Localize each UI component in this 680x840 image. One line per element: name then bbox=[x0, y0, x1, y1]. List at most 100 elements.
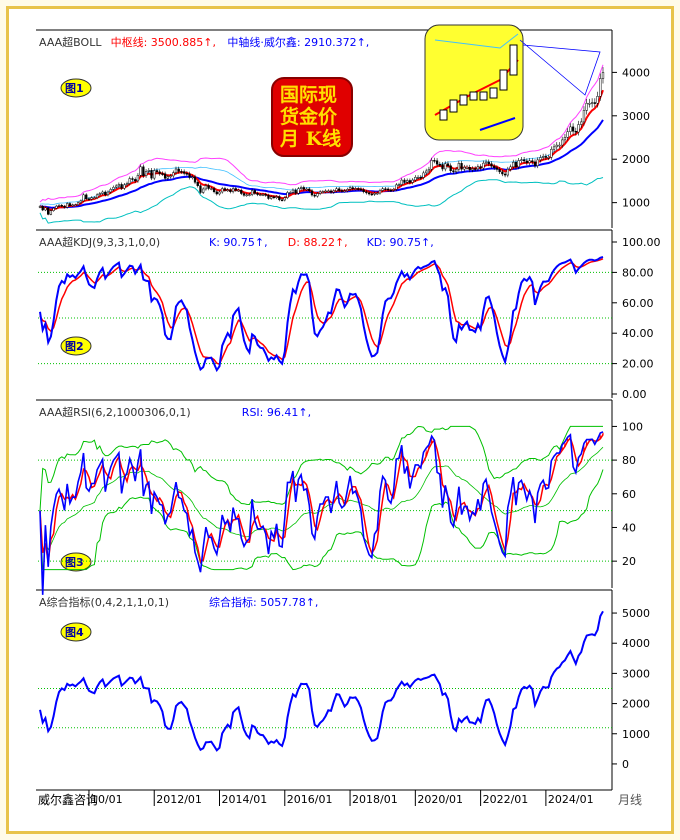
panel-title-boll: AAA超BOLL bbox=[39, 35, 102, 49]
boll-upper-line bbox=[39, 64, 604, 203]
candle bbox=[286, 192, 289, 198]
panel-title-rsi: AAA超RSI(6,2,1000306,0,1) bbox=[39, 405, 191, 419]
candle bbox=[408, 180, 412, 183]
candle bbox=[365, 191, 368, 194]
candle bbox=[509, 166, 512, 170]
candle bbox=[142, 166, 145, 176]
candle bbox=[117, 184, 121, 187]
candle bbox=[471, 168, 474, 171]
candle bbox=[202, 188, 205, 193]
y-tick-label: 40 bbox=[622, 521, 636, 534]
candle bbox=[267, 195, 270, 199]
candle bbox=[95, 194, 99, 198]
candle bbox=[38, 206, 42, 208]
candle bbox=[566, 131, 569, 138]
candle bbox=[542, 156, 545, 158]
candle bbox=[283, 197, 286, 201]
candle bbox=[242, 193, 246, 196]
candle bbox=[158, 171, 161, 174]
candle bbox=[112, 186, 115, 190]
y-tick-label: 0 bbox=[622, 758, 629, 771]
candle bbox=[63, 205, 66, 208]
legend-kdj-2: KD: 90.75↑, bbox=[367, 236, 434, 249]
candle bbox=[435, 160, 439, 165]
candle bbox=[299, 187, 303, 189]
candle bbox=[571, 126, 575, 132]
candle bbox=[539, 157, 542, 161]
candle bbox=[308, 188, 311, 191]
candle bbox=[57, 204, 61, 207]
y-tick-label: 100 bbox=[622, 420, 643, 433]
candle bbox=[425, 170, 428, 174]
candle bbox=[272, 196, 276, 199]
candle bbox=[354, 188, 357, 190]
candle bbox=[593, 102, 596, 104]
x-tick-label: 2018/01 bbox=[352, 793, 398, 806]
candle bbox=[552, 146, 556, 150]
candle bbox=[522, 159, 526, 162]
candle bbox=[427, 168, 431, 172]
badge-boll bbox=[60, 78, 92, 98]
candle bbox=[482, 162, 485, 169]
candle bbox=[87, 198, 91, 200]
candle bbox=[577, 124, 580, 133]
candle bbox=[237, 190, 240, 192]
candle bbox=[44, 207, 47, 211]
candle bbox=[544, 156, 548, 158]
legend-kdj-1: D: 88.22↑, bbox=[288, 236, 348, 249]
candle bbox=[498, 169, 501, 173]
candle bbox=[155, 170, 159, 173]
candle bbox=[590, 102, 594, 104]
candle bbox=[465, 167, 469, 169]
candle bbox=[313, 194, 316, 197]
candle bbox=[120, 184, 123, 189]
candle bbox=[134, 179, 137, 182]
candle bbox=[101, 191, 104, 194]
y-tick-label: 5000 bbox=[622, 607, 650, 620]
inset-candle bbox=[469, 91, 478, 101]
candle bbox=[357, 188, 360, 190]
candle bbox=[278, 196, 281, 201]
candle bbox=[196, 181, 199, 186]
candle bbox=[346, 189, 349, 191]
candle bbox=[128, 178, 131, 184]
candle bbox=[601, 72, 605, 79]
y-tick-label: 2000 bbox=[622, 153, 650, 166]
y-tick-label: 40.00 bbox=[622, 327, 654, 340]
candle bbox=[446, 163, 450, 166]
inset-box bbox=[424, 24, 524, 141]
candle bbox=[82, 194, 85, 202]
candle bbox=[248, 194, 251, 196]
badge-comp bbox=[60, 622, 92, 642]
candle bbox=[525, 160, 528, 163]
boll-lower-line bbox=[39, 177, 604, 224]
badge-label: 图4 bbox=[65, 626, 84, 639]
candle bbox=[457, 163, 461, 170]
candle bbox=[71, 204, 74, 207]
candle bbox=[476, 166, 480, 170]
candle bbox=[406, 180, 409, 183]
candle bbox=[474, 168, 477, 170]
candle bbox=[302, 187, 305, 190]
y-tick-label: 100.00 bbox=[622, 236, 661, 249]
candle bbox=[291, 189, 295, 193]
candle bbox=[514, 162, 518, 168]
y-tick-label: 1000 bbox=[622, 728, 650, 741]
inset-line bbox=[434, 33, 519, 49]
kdj-k-line bbox=[39, 255, 604, 373]
legend-boll-1: 中轴线·威尔鑫: 2910.372↑, bbox=[227, 35, 369, 49]
candle bbox=[332, 190, 335, 193]
candle bbox=[373, 193, 376, 195]
candle bbox=[403, 179, 406, 183]
candle bbox=[561, 139, 564, 146]
candle bbox=[397, 184, 401, 186]
candle bbox=[528, 160, 531, 163]
x-tick-label: 2016/01 bbox=[287, 793, 333, 806]
y-tick-label: 4000 bbox=[622, 637, 650, 650]
boll-mid-upper-line bbox=[39, 92, 604, 205]
candle bbox=[55, 205, 58, 209]
candle bbox=[484, 161, 488, 164]
candle bbox=[136, 175, 140, 182]
candle bbox=[580, 121, 583, 125]
